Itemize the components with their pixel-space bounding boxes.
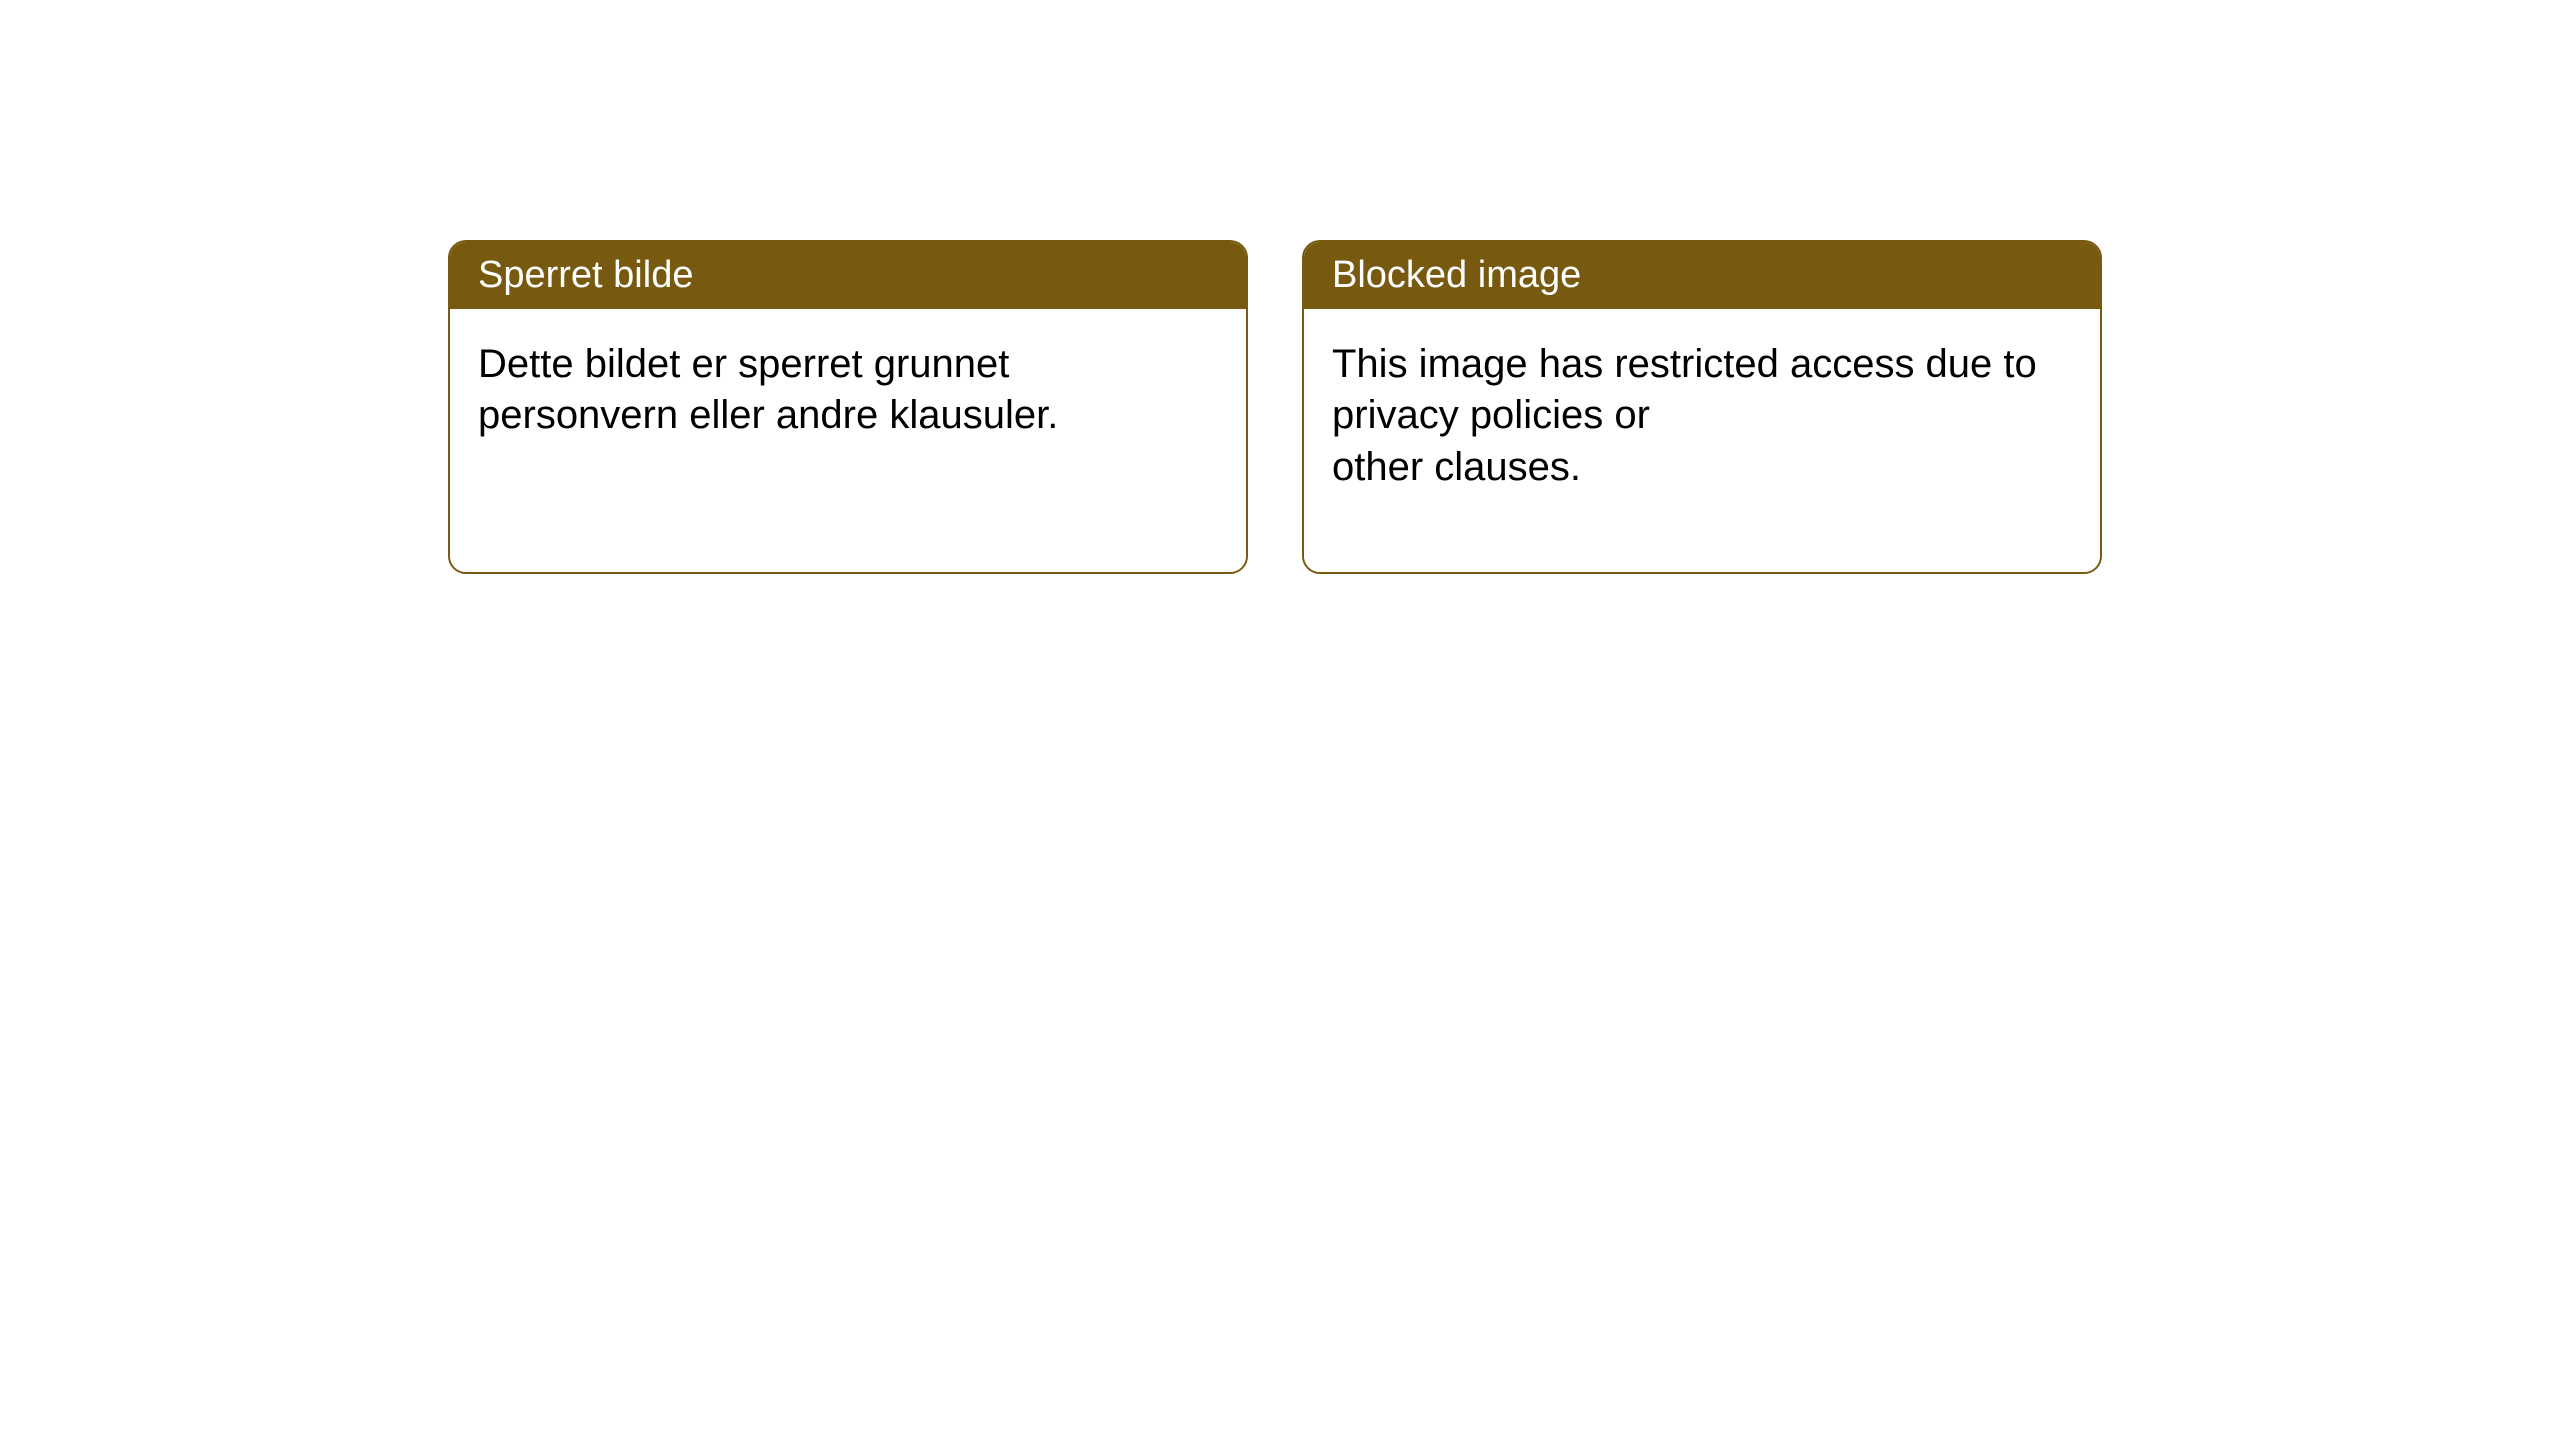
- notice-body-no: Dette bildet er sperret grunnet personve…: [450, 309, 1246, 572]
- notice-body-en: This image has restricted access due to …: [1304, 309, 2100, 572]
- notice-card-en: Blocked image This image has restricted …: [1302, 240, 2102, 574]
- notice-title-en: Blocked image: [1304, 242, 2100, 309]
- notice-card-no: Sperret bilde Dette bildet er sperret gr…: [448, 240, 1248, 574]
- notice-title-no: Sperret bilde: [450, 242, 1246, 309]
- notice-container: Sperret bilde Dette bildet er sperret gr…: [0, 0, 2560, 574]
